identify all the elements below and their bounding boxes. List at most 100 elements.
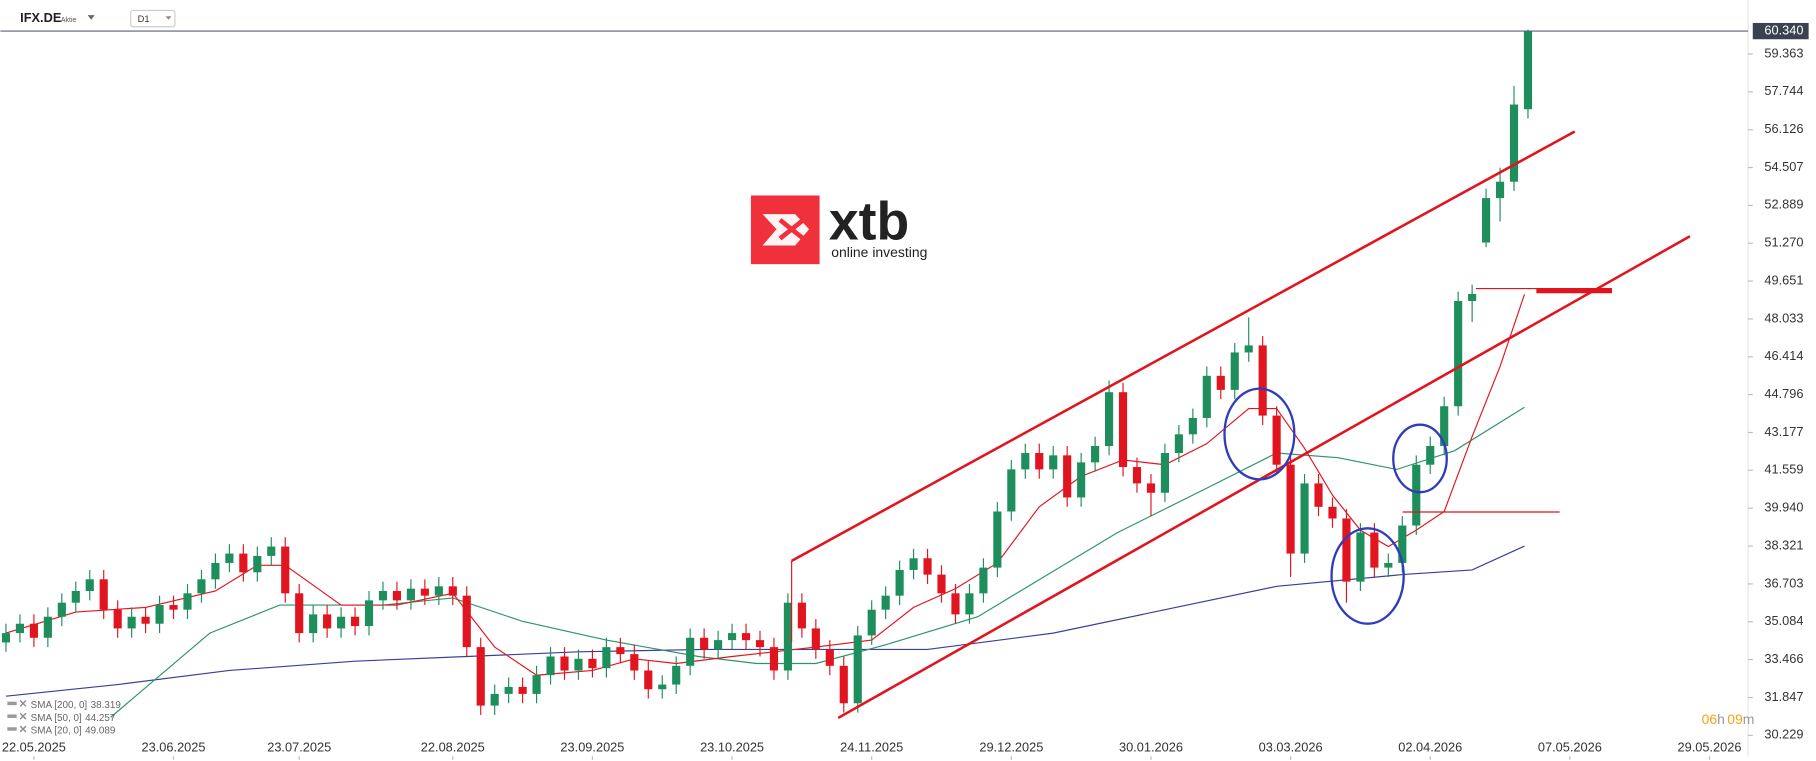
candle-body <box>1049 455 1058 470</box>
candle-body <box>281 546 290 594</box>
candle-body <box>1300 483 1309 554</box>
candle-body <box>811 628 820 650</box>
candle-body <box>1216 375 1225 390</box>
candle-body <box>658 684 667 690</box>
candle-body <box>616 647 625 655</box>
candle-body <box>183 593 192 610</box>
candle-body <box>295 593 304 634</box>
logo-tagline: online investing <box>831 244 927 260</box>
candle-body <box>1523 31 1533 110</box>
candle-body <box>1063 455 1072 498</box>
y-tick-label: 33.466 <box>1764 651 1803 666</box>
interval-select[interactable] <box>130 9 176 28</box>
candle-body <box>1370 532 1379 568</box>
legend-swatch <box>7 701 17 706</box>
candle-body <box>546 656 555 676</box>
candle-body <box>769 647 779 671</box>
candle-body <box>99 579 108 610</box>
countdown-minutes: 09 <box>1727 711 1743 727</box>
last-price-box <box>1752 22 1809 40</box>
y-tick-label: 31.847 <box>1764 689 1803 704</box>
countdown-unit: h <box>1717 711 1725 727</box>
candle-body <box>71 590 80 603</box>
candle-body <box>29 623 38 638</box>
candle-body <box>1174 434 1183 454</box>
candle-body <box>979 567 988 594</box>
plot: 30.229 31.847 33.466 35.084 36.703 38.321 39.9… <box>0 22 1809 760</box>
candle-body <box>1440 406 1449 446</box>
candle-body <box>895 569 904 596</box>
legend-value: 44.257 <box>85 713 115 724</box>
candle-body <box>574 658 583 671</box>
candle-body <box>1328 506 1337 519</box>
candle-body <box>867 609 876 636</box>
legend-remove[interactable] <box>19 712 27 720</box>
candle-body <box>672 665 681 685</box>
x-tick-label: 03.03.2026 <box>1259 740 1323 755</box>
x-tick-label: 22.08.2025 <box>421 740 485 755</box>
candle-body <box>839 665 848 704</box>
candle-body <box>364 600 374 627</box>
countdown-unit: m <box>1743 711 1755 727</box>
candle-body <box>1314 483 1323 507</box>
candle-body <box>43 616 52 638</box>
candle-body <box>1230 352 1239 390</box>
y-tick-label: 52.889 <box>1764 197 1803 212</box>
y-tick-label: 43.177 <box>1764 424 1803 439</box>
candle-body <box>1342 518 1351 582</box>
y-tick-label: 30.229 <box>1764 727 1803 742</box>
candle-body <box>714 640 723 650</box>
candle-body <box>225 553 234 563</box>
symbol-dropdown[interactable] <box>87 15 95 20</box>
candle-body <box>420 588 429 596</box>
y-tick-label: 35.084 <box>1764 613 1803 628</box>
candle-body <box>965 593 974 615</box>
y-tick-label: 38.321 <box>1764 537 1803 552</box>
x-tick-label: 24.11.2025 <box>840 740 903 755</box>
candle-body <box>127 616 136 629</box>
candle-body <box>1509 104 1519 182</box>
countdown: 06h 09m <box>1702 711 1755 727</box>
y-tick-label: 46.414 <box>1764 348 1803 363</box>
legend-label: SMA [50, 0] 44.257 <box>31 713 116 724</box>
y-tick-label: 48.033 <box>1764 310 1803 325</box>
candle-body <box>57 602 66 617</box>
y-tick-label: 39.940 <box>1764 500 1803 515</box>
candle-body <box>15 623 25 634</box>
candle-body <box>141 616 150 624</box>
candle-body <box>448 586 457 596</box>
candle-body <box>1035 453 1044 470</box>
candle-body <box>434 586 443 596</box>
candle-body <box>644 670 653 690</box>
candle-body <box>378 590 388 601</box>
candle-body <box>1146 483 1156 493</box>
x-tick-label: 23.07.2025 <box>267 740 331 755</box>
x-tick-label: 07.05.2026 <box>1538 740 1602 755</box>
symbol: IFX.DE <box>20 10 62 25</box>
y-tick-label: 59.363 <box>1764 45 1803 60</box>
candle-body <box>462 595 471 648</box>
candle-body <box>783 602 792 671</box>
channel-upper <box>791 130 1576 562</box>
legend-swatch <box>7 714 17 718</box>
legend-name: SMA [50, 0] <box>31 713 82 724</box>
interval-dropdown <box>165 16 172 20</box>
legend-name: SMA [20, 0] <box>31 725 82 736</box>
y-tick-label: 51.270 <box>1764 235 1803 250</box>
candle-body <box>1398 525 1407 563</box>
candle-body <box>1454 300 1463 407</box>
highlight-circle <box>1223 387 1296 481</box>
legend-remove[interactable] <box>19 725 27 733</box>
candle-body <box>1244 345 1253 353</box>
legend-remove[interactable] <box>19 699 27 707</box>
candle-body <box>169 605 178 610</box>
x-tick-label: 29.05.2026 <box>1678 740 1742 755</box>
candle-body <box>1077 462 1086 498</box>
candle-body <box>85 579 94 591</box>
candle-body <box>951 593 960 615</box>
candle-body <box>239 553 248 573</box>
channel-lower <box>837 235 1691 720</box>
y-tick-label: 49.651 <box>1764 272 1803 287</box>
